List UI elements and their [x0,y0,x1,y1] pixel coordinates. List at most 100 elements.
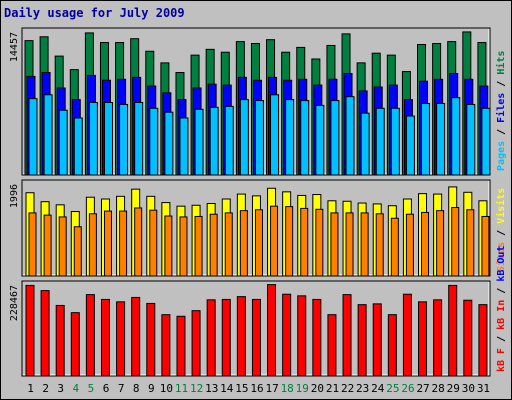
kbytes-bar [100,298,110,377]
day-label: 29 [447,382,460,395]
sites-bar [360,212,369,277]
day-label: 28 [432,382,445,395]
sites-bar [58,216,67,277]
kbytes-bar [161,314,171,377]
pages-bar [285,99,295,176]
pages-bar [375,107,385,176]
chart-title: Daily usage for July 2009 [4,6,185,20]
legend-kbin: kB In [496,300,507,330]
sites-bar [345,212,354,277]
day-label: 17 [265,382,278,395]
day-label: 20 [311,382,324,395]
legend-separator: / [496,224,507,242]
pages-bar [194,108,204,176]
kbytes-bar [206,299,216,377]
pages-bar [134,102,144,176]
kbytes-bar [448,284,458,377]
pages-bar [270,94,280,176]
day-label: 15 [235,382,248,395]
day-label: 10 [160,382,173,395]
sites-bar [405,213,414,277]
sites-bar [254,209,263,277]
pages-bar [360,112,370,176]
kbytes-bar [312,298,322,377]
kbytes-bar [55,304,65,377]
legend-text: kB F / kB In / kB Out [496,246,507,372]
sites-bar [239,210,248,277]
day-label: 30 [462,382,475,395]
kbytes-bar [327,314,337,377]
y-max-label: 14457 [9,32,20,62]
legend-hits: Hits [495,51,507,75]
pages-bar [149,107,159,176]
sites-bar [330,212,339,277]
sites-bar [103,210,112,277]
sites-bar [270,205,279,277]
panel-hits-files-pages: 14457 Pages / Files / Hits [9,27,507,176]
pages-bar [405,115,415,176]
kbytes-bar [236,296,246,377]
kbytes-bar [463,299,473,377]
kbytes-bar [116,301,126,377]
legend-separator: / [496,282,507,300]
day-label: 13 [205,382,218,395]
y-max-label: 228467 [9,285,20,321]
chart-panels: 14457 Pages / Files / Hits 1996 Sites / Vis… [9,27,507,377]
sites-bar [43,214,52,277]
day-label: 2 [42,382,49,395]
sites-bar [88,213,97,277]
pages-bar [254,100,264,176]
legend-sites: Sites [495,242,507,272]
legend-separator: / [496,123,507,141]
kbytes-bar [191,310,201,377]
pages-bar [330,100,340,176]
kbytes-bar [282,293,292,377]
day-label: 6 [103,382,110,395]
day-label: 3 [57,382,64,395]
pages-bar [28,98,38,176]
day-label: 22 [341,382,354,395]
pages-bar [58,109,68,176]
day-label: 14 [220,382,234,395]
day-label: 7 [118,382,125,395]
sites-bar [315,208,324,277]
sites-bar [466,209,475,277]
panel-kbytes: 228467 kB F / kB In / kB Out [9,246,507,377]
kbytes-bar [387,314,397,377]
kbytes-bar [342,294,352,377]
pages-bar [179,117,189,176]
legend-text: Sites / Visits [495,188,507,272]
pages-bar [436,102,446,176]
day-label: 18 [281,382,294,395]
pages-bar [43,94,53,176]
day-label: 25 [386,382,399,395]
legend-separator: / [496,75,507,93]
day-label: 4 [73,382,80,395]
day-label: 9 [148,382,155,395]
kbytes-bar [146,302,156,377]
pages-bar [164,111,174,176]
day-label: 8 [133,382,140,395]
sites-bar [194,215,203,277]
pages-bar [119,103,129,176]
kbytes-bar [40,290,50,377]
day-label: 21 [326,382,339,395]
sites-bar [149,209,158,277]
kbytes-bar [131,296,141,377]
sites-bar [224,212,233,277]
legend-kbf: kB F [496,348,507,372]
pages-bar [300,100,310,176]
pages-bar [315,104,325,176]
kbytes-bar [478,304,488,377]
pages-bar [239,99,249,176]
legend-pages: Pages [496,141,507,171]
sites-bar [119,210,128,277]
y-max-label: 1996 [9,184,20,208]
day-label: 11 [175,382,188,395]
legend-files: Files [495,93,507,123]
panel-visits-sites: 1996 Sites / Visits [9,179,507,277]
kbytes-bar [25,284,35,377]
kbytes-bar [418,301,428,377]
kbytes-bar [251,298,261,377]
